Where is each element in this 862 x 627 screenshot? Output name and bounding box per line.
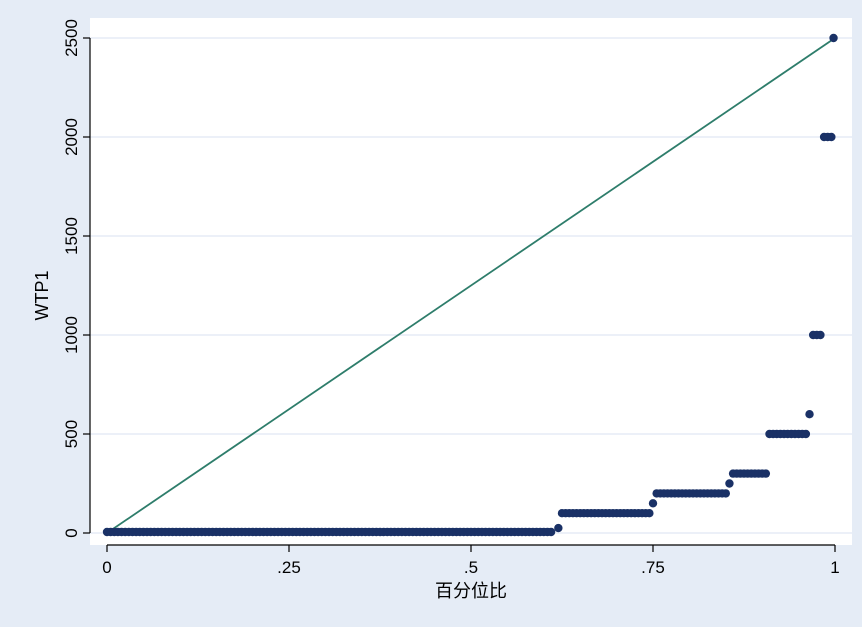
data-point [827, 132, 836, 142]
y-axis-ticks: 0 500 1000 1500 2000 2500 [62, 19, 90, 538]
data-point [645, 509, 654, 518]
data-point [725, 479, 734, 488]
data-point [648, 499, 658, 508]
data-point [829, 33, 838, 43]
y-tick-label: 0 [62, 528, 81, 537]
data-point [805, 410, 814, 419]
data-point [761, 469, 771, 478]
x-tick-label: .5 [464, 558, 478, 577]
x-tick-label: .25 [277, 558, 301, 577]
data-point [816, 330, 825, 340]
y-tick-label: 2500 [62, 19, 81, 57]
data-point [721, 489, 730, 498]
x-tick-label: 0 [102, 558, 111, 577]
reference-line [106, 37, 836, 534]
data-point [554, 523, 563, 533]
data-point [801, 429, 811, 439]
x-tick-label: .75 [641, 558, 665, 577]
y-tick-label: 1000 [62, 316, 81, 354]
data-point [546, 527, 556, 537]
y-tick-label: 500 [62, 420, 81, 448]
data-points [102, 33, 838, 537]
x-axis-ticks: 0 .25 .5 .75 1 [102, 545, 840, 577]
x-axis-title: 百分位比 [435, 581, 507, 601]
y-tick-label: 2000 [62, 118, 81, 156]
y-axis-title: WTP1 [32, 270, 52, 320]
x-tick-label: 1 [830, 558, 839, 577]
y-tick-label: 1500 [62, 217, 81, 255]
